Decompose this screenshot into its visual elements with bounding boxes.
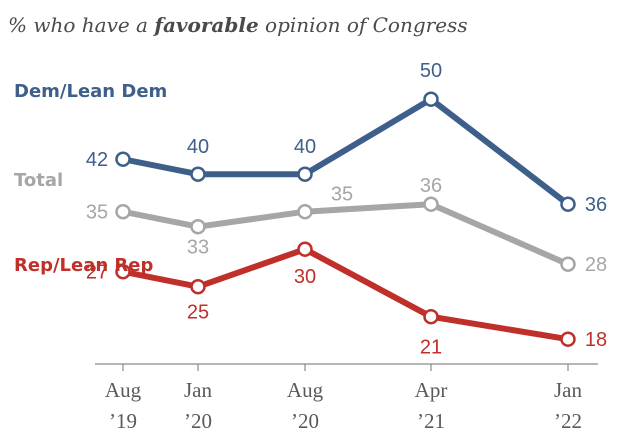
data-point	[192, 220, 205, 233]
data-label: 40	[294, 136, 316, 158]
data-point	[192, 168, 205, 181]
data-label: 35	[86, 202, 108, 224]
series-label: Rep/Lean Rep	[14, 255, 154, 276]
title-part-2: favorable	[152, 13, 258, 37]
series-label: Total	[14, 170, 63, 191]
data-point	[562, 258, 575, 271]
data-label: 40	[187, 136, 209, 158]
series-line	[123, 249, 568, 339]
x-tick-label: Apr ’21	[415, 378, 448, 433]
data-point	[299, 168, 312, 181]
data-point	[299, 205, 312, 218]
data-point	[299, 243, 312, 256]
x-tick-label: Aug ’19	[105, 378, 142, 433]
x-tick-label: Aug ’20	[287, 378, 324, 433]
title-part-1: % who have a	[8, 13, 154, 37]
chart-title: % who have a favorable opinion of Congre…	[8, 13, 468, 37]
x-tick-label: Jan ’22	[554, 378, 582, 433]
data-label: 21	[420, 337, 442, 359]
data-point	[117, 205, 130, 218]
x-axis: Aug ’19 Jan ’20 Aug ’20 Apr ’21 Jan ’22	[95, 364, 598, 433]
data-label: 36	[585, 194, 607, 216]
data-label: 35	[331, 184, 353, 206]
data-point	[562, 333, 575, 346]
title-part-3: opinion of Congress	[259, 13, 468, 37]
x-tick-label: Jan ’20	[184, 378, 212, 433]
data-label: 25	[187, 302, 209, 324]
data-label: 18	[585, 329, 607, 351]
data-label: 50	[420, 60, 442, 82]
data-point	[117, 153, 130, 166]
data-label: 36	[420, 175, 442, 197]
data-point	[425, 93, 438, 106]
data-point	[562, 198, 575, 211]
data-label: 42	[86, 149, 108, 171]
series-label: Dem/Lean Dem	[14, 81, 167, 102]
data-point	[425, 310, 438, 323]
series-labels: Dem/Lean Dem Total Rep/Lean Rep	[14, 81, 167, 276]
data-label: 28	[585, 254, 607, 276]
data-point	[425, 198, 438, 211]
series-points	[117, 93, 575, 346]
data-label: 33	[187, 237, 209, 259]
data-point	[192, 280, 205, 293]
data-label: 30	[294, 266, 316, 288]
